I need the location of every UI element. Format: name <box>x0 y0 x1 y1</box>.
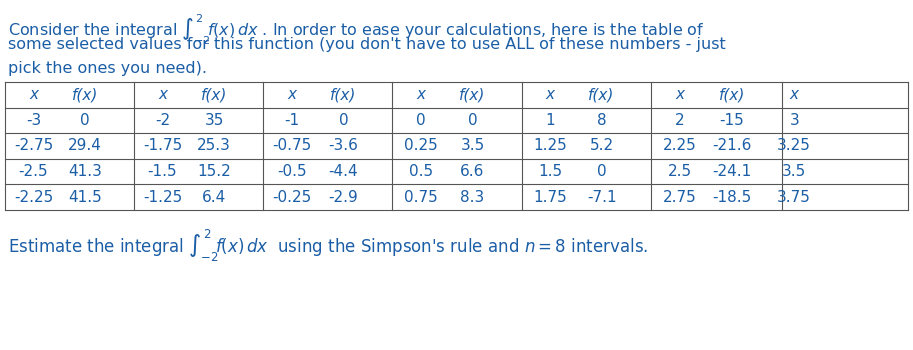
Text: 15.2: 15.2 <box>197 164 231 179</box>
Text: -3: -3 <box>26 113 41 128</box>
Text: 1.75: 1.75 <box>533 190 567 205</box>
Text: -2.25: -2.25 <box>14 190 53 205</box>
Text: x: x <box>158 87 167 102</box>
Text: -1: -1 <box>284 113 299 128</box>
Text: 6.4: 6.4 <box>202 190 226 205</box>
Text: x: x <box>29 87 38 102</box>
Text: -24.1: -24.1 <box>712 164 751 179</box>
Text: 25.3: 25.3 <box>197 139 231 154</box>
Text: 5.2: 5.2 <box>590 139 614 154</box>
Text: -21.6: -21.6 <box>712 139 751 154</box>
Text: 1.5: 1.5 <box>538 164 562 179</box>
Text: -2: -2 <box>155 113 170 128</box>
Text: 3.5: 3.5 <box>460 139 485 154</box>
Text: -0.25: -0.25 <box>272 190 311 205</box>
Text: -3.6: -3.6 <box>329 139 358 154</box>
Text: 2: 2 <box>675 113 684 128</box>
Text: 3.25: 3.25 <box>777 139 811 154</box>
Text: f(x): f(x) <box>459 87 486 102</box>
Text: 0.25: 0.25 <box>404 139 437 154</box>
Text: Estimate the integral $\int_{-2}^{2}\! f(x)\,dx$  using the Simpson's rule and $: Estimate the integral $\int_{-2}^{2}\! f… <box>8 228 648 264</box>
Text: -0.75: -0.75 <box>272 139 311 154</box>
Text: f(x): f(x) <box>588 87 614 102</box>
Text: -1.75: -1.75 <box>143 139 183 154</box>
Text: -15: -15 <box>719 113 744 128</box>
Text: 3.5: 3.5 <box>782 164 806 179</box>
Text: 35: 35 <box>205 113 224 128</box>
Text: some selected values for this function (you don't have to use ALL of these numbe: some selected values for this function (… <box>8 37 726 52</box>
Text: 0: 0 <box>80 113 89 128</box>
Text: 2.5: 2.5 <box>667 164 691 179</box>
Text: 0: 0 <box>467 113 477 128</box>
Text: 3.75: 3.75 <box>777 190 811 205</box>
Text: 8.3: 8.3 <box>460 190 485 205</box>
Text: -2.75: -2.75 <box>14 139 53 154</box>
Text: 0.75: 0.75 <box>404 190 437 205</box>
Text: 1: 1 <box>545 113 555 128</box>
Text: 41.5: 41.5 <box>68 190 102 205</box>
Text: 0: 0 <box>597 164 606 179</box>
Text: f(x): f(x) <box>719 87 745 102</box>
Text: x: x <box>288 87 296 102</box>
Text: f(x): f(x) <box>201 87 227 102</box>
Text: 0.5: 0.5 <box>409 164 433 179</box>
Text: -7.1: -7.1 <box>587 190 616 205</box>
Text: pick the ones you need).: pick the ones you need). <box>8 61 207 76</box>
Text: 6.6: 6.6 <box>460 164 485 179</box>
Text: 1.25: 1.25 <box>533 139 567 154</box>
Text: 41.3: 41.3 <box>68 164 102 179</box>
Text: 8: 8 <box>597 113 606 128</box>
Text: 2.75: 2.75 <box>663 190 697 205</box>
Text: 3: 3 <box>790 113 799 128</box>
Text: x: x <box>416 87 425 102</box>
Text: 0: 0 <box>416 113 425 128</box>
Text: x: x <box>675 87 684 102</box>
Text: -2.5: -2.5 <box>18 164 48 179</box>
Text: 0: 0 <box>339 113 348 128</box>
Text: -1.5: -1.5 <box>148 164 177 179</box>
Text: 29.4: 29.4 <box>68 139 102 154</box>
Text: -0.5: -0.5 <box>277 164 307 179</box>
Text: 2.25: 2.25 <box>663 139 697 154</box>
Text: -1.25: -1.25 <box>143 190 183 205</box>
Text: Consider the integral $\int_{-2}^{2}\! f(x)\,dx$ . In order to ease your calcula: Consider the integral $\int_{-2}^{2}\! f… <box>8 13 705 47</box>
Text: -2.9: -2.9 <box>329 190 358 205</box>
Text: f(x): f(x) <box>72 87 99 102</box>
Text: x: x <box>545 87 554 102</box>
Text: -4.4: -4.4 <box>329 164 358 179</box>
Text: f(x): f(x) <box>331 87 356 102</box>
Text: x: x <box>790 87 799 102</box>
Text: -18.5: -18.5 <box>712 190 751 205</box>
